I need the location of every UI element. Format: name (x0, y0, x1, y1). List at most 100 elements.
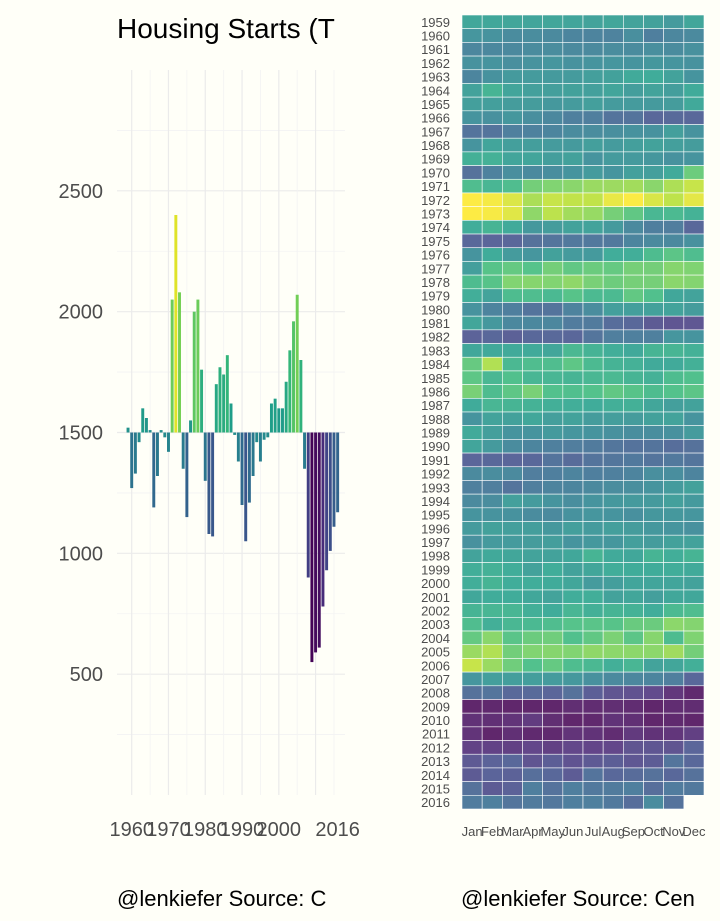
heatmap-cell (562, 261, 584, 276)
bar (306, 432, 310, 578)
heatmap-cell (461, 69, 483, 84)
heatmap-cell (562, 124, 584, 139)
heatmap-cell (481, 124, 503, 139)
bar (178, 292, 181, 433)
bar-chart-bars (126, 215, 340, 663)
heatmap-cell (481, 753, 503, 769)
heatmap-cell (481, 411, 503, 426)
heatmap-cell (542, 247, 564, 262)
heatmap-cell (582, 233, 604, 249)
heatmap-cell (643, 83, 664, 98)
heatmap-cell (663, 28, 685, 43)
heatmap-cell (683, 603, 705, 618)
heatmap-cell (502, 644, 523, 659)
bar (218, 367, 222, 433)
heatmap-cell (683, 452, 705, 468)
heatmap-cell (623, 96, 644, 112)
heatmap-cell (542, 206, 564, 221)
heatmap-cell (663, 370, 685, 385)
heatmap-cell (663, 521, 685, 536)
year-label: 2010 (421, 713, 450, 728)
heatmap-cell (623, 288, 644, 303)
bar (266, 432, 270, 438)
year-label: 2012 (421, 740, 450, 755)
heatmap-cell (502, 192, 523, 207)
heatmap-cell (602, 288, 624, 303)
heatmap-cell (582, 28, 604, 43)
heatmap-cell (522, 398, 543, 413)
heatmap-cell (542, 14, 564, 29)
heatmap-cell (683, 411, 705, 426)
heatmap-cell (643, 178, 664, 194)
heatmap-cell (461, 206, 483, 221)
year-label: 1985 (421, 371, 450, 386)
heatmap-cell (582, 603, 604, 618)
heatmap-cell (663, 274, 685, 290)
heatmap-cell (562, 630, 584, 646)
heatmap-cell (502, 452, 523, 468)
heatmap-cell (683, 548, 705, 563)
heatmap-cell (562, 69, 584, 84)
heatmap-cell (562, 14, 584, 29)
heatmap-cell (542, 726, 564, 741)
year-label: 2001 (421, 590, 450, 605)
heatmap-cell (481, 288, 503, 303)
heatmap-cell (542, 589, 564, 604)
heatmap-cell (461, 343, 483, 358)
year-label: 1973 (421, 207, 450, 222)
heatmap-cell (481, 493, 503, 509)
year-label: 2000 (421, 576, 450, 591)
heatmap-cell (481, 671, 503, 687)
year-label: 1961 (421, 42, 450, 57)
heatmap-cell (643, 548, 664, 563)
heatmap-cell (643, 411, 664, 426)
heatmap-cell (461, 644, 483, 659)
heatmap-cell (481, 220, 503, 235)
heatmap-cell (542, 356, 564, 372)
heatmap-cell (623, 507, 644, 522)
heatmap-cell (481, 69, 503, 84)
heatmap-cell (623, 261, 644, 276)
heatmap-cell (643, 274, 664, 290)
heatmap-cell (683, 671, 705, 687)
heatmap-cell (683, 42, 705, 57)
bar (288, 350, 292, 433)
heatmap-cell (602, 699, 624, 714)
heatmap-cell (562, 425, 584, 440)
heatmap-cell (623, 630, 644, 646)
heatmap-cell (502, 685, 523, 700)
heatmap-cell (602, 575, 624, 591)
heatmap-cell (522, 795, 543, 810)
heatmap-year-labels: 1959196019611962196319641965196619671968… (421, 15, 450, 810)
heatmap-cell (663, 589, 685, 604)
heatmap-cell (663, 151, 685, 166)
heatmap-cell (481, 630, 503, 646)
heatmap-cell (582, 261, 604, 276)
heatmap-cell (663, 178, 685, 194)
year-label: 1967 (421, 124, 450, 139)
heatmap-cell (542, 425, 564, 440)
heatmap-cell (522, 329, 543, 344)
heatmap-cell (562, 96, 584, 112)
heatmap-cell (643, 658, 664, 673)
heatmap-cell (461, 548, 483, 563)
heatmap-cell (663, 14, 685, 29)
heatmap-cell (562, 110, 584, 125)
heatmap-cell (602, 795, 624, 810)
heatmap-cell (623, 69, 644, 84)
year-label: 1998 (421, 549, 450, 564)
bar (189, 420, 193, 433)
heatmap-cell (502, 343, 523, 358)
heatmap-cell (582, 617, 604, 632)
year-label: 2013 (421, 754, 450, 769)
heatmap-cell (582, 753, 604, 769)
heatmap-cell (562, 329, 584, 344)
heatmap-cell (643, 480, 664, 495)
heatmap-cell (683, 507, 705, 522)
heatmap-cell (623, 14, 644, 29)
heatmap-cell (643, 315, 664, 331)
heatmap-cell (542, 562, 564, 577)
heatmap-cell (481, 356, 503, 372)
heatmap-cell (542, 398, 564, 413)
